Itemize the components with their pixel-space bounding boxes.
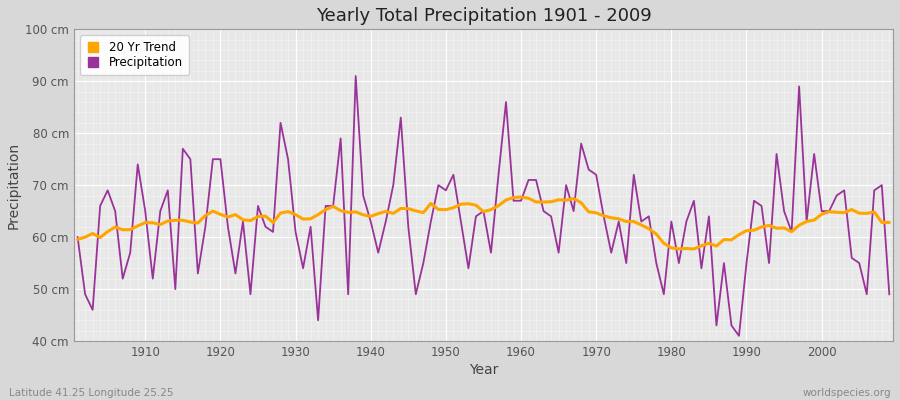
- Title: Yearly Total Precipitation 1901 - 2009: Yearly Total Precipitation 1901 - 2009: [316, 7, 652, 25]
- Precipitation: [884, 292, 895, 297]
- Text: worldspecies.org: worldspecies.org: [803, 388, 891, 398]
- X-axis label: Year: Year: [469, 363, 498, 377]
- Precipitation: [734, 334, 744, 338]
- Precipitation: [613, 219, 624, 224]
- Line: 20 Yr Trend: 20 Yr Trend: [77, 197, 889, 249]
- 20 Yr Trend: [343, 210, 354, 215]
- Legend: 20 Yr Trend, Precipitation: 20 Yr Trend, Precipitation: [80, 35, 189, 75]
- Line: Precipitation: Precipitation: [77, 76, 889, 336]
- 20 Yr Trend: [516, 195, 526, 200]
- Precipitation: [72, 235, 83, 240]
- Precipitation: [350, 74, 361, 78]
- Y-axis label: Precipitation: Precipitation: [7, 142, 21, 229]
- 20 Yr Trend: [884, 220, 895, 225]
- 20 Yr Trend: [72, 237, 83, 242]
- 20 Yr Trend: [508, 195, 519, 200]
- 20 Yr Trend: [298, 217, 309, 222]
- 20 Yr Trend: [613, 216, 624, 221]
- Precipitation: [132, 162, 143, 167]
- Precipitation: [523, 178, 534, 182]
- 20 Yr Trend: [523, 196, 534, 201]
- 20 Yr Trend: [673, 246, 684, 251]
- Precipitation: [516, 198, 526, 203]
- Text: Latitude 41.25 Longitude 25.25: Latitude 41.25 Longitude 25.25: [9, 388, 174, 398]
- Precipitation: [343, 292, 354, 297]
- Precipitation: [298, 266, 309, 271]
- 20 Yr Trend: [132, 224, 143, 228]
